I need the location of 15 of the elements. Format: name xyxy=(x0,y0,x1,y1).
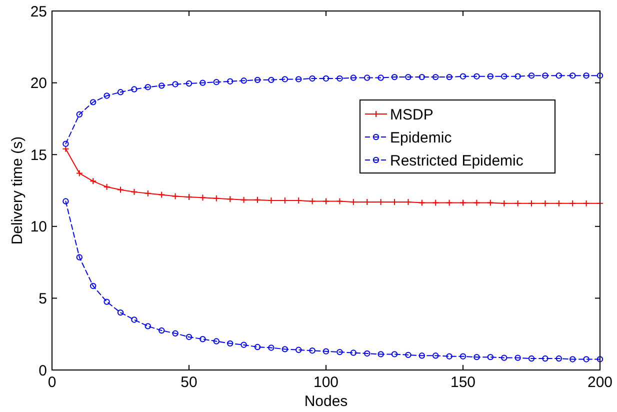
y-tick-label: 25 xyxy=(30,3,47,20)
y-tick-label: 5 xyxy=(38,290,47,308)
x-tick-label: 200 xyxy=(587,374,613,391)
x-axis-title: Nodes xyxy=(304,393,348,410)
y-tick-label: 15 xyxy=(30,146,47,164)
y-tick-label: 0 xyxy=(38,362,47,380)
y-tick-label: 10 xyxy=(30,218,47,236)
x-tick-label: 50 xyxy=(180,374,198,391)
legend-label: Epidemic xyxy=(390,129,452,146)
x-tick-label: 100 xyxy=(313,374,339,391)
legend-label: MSDP xyxy=(390,106,434,124)
x-tick-label: 150 xyxy=(450,374,476,391)
legend-label: Restricted Epidemic xyxy=(390,152,524,170)
y-axis-title: Delivery time (s) xyxy=(9,136,26,245)
y-tick-label: 20 xyxy=(30,75,47,92)
